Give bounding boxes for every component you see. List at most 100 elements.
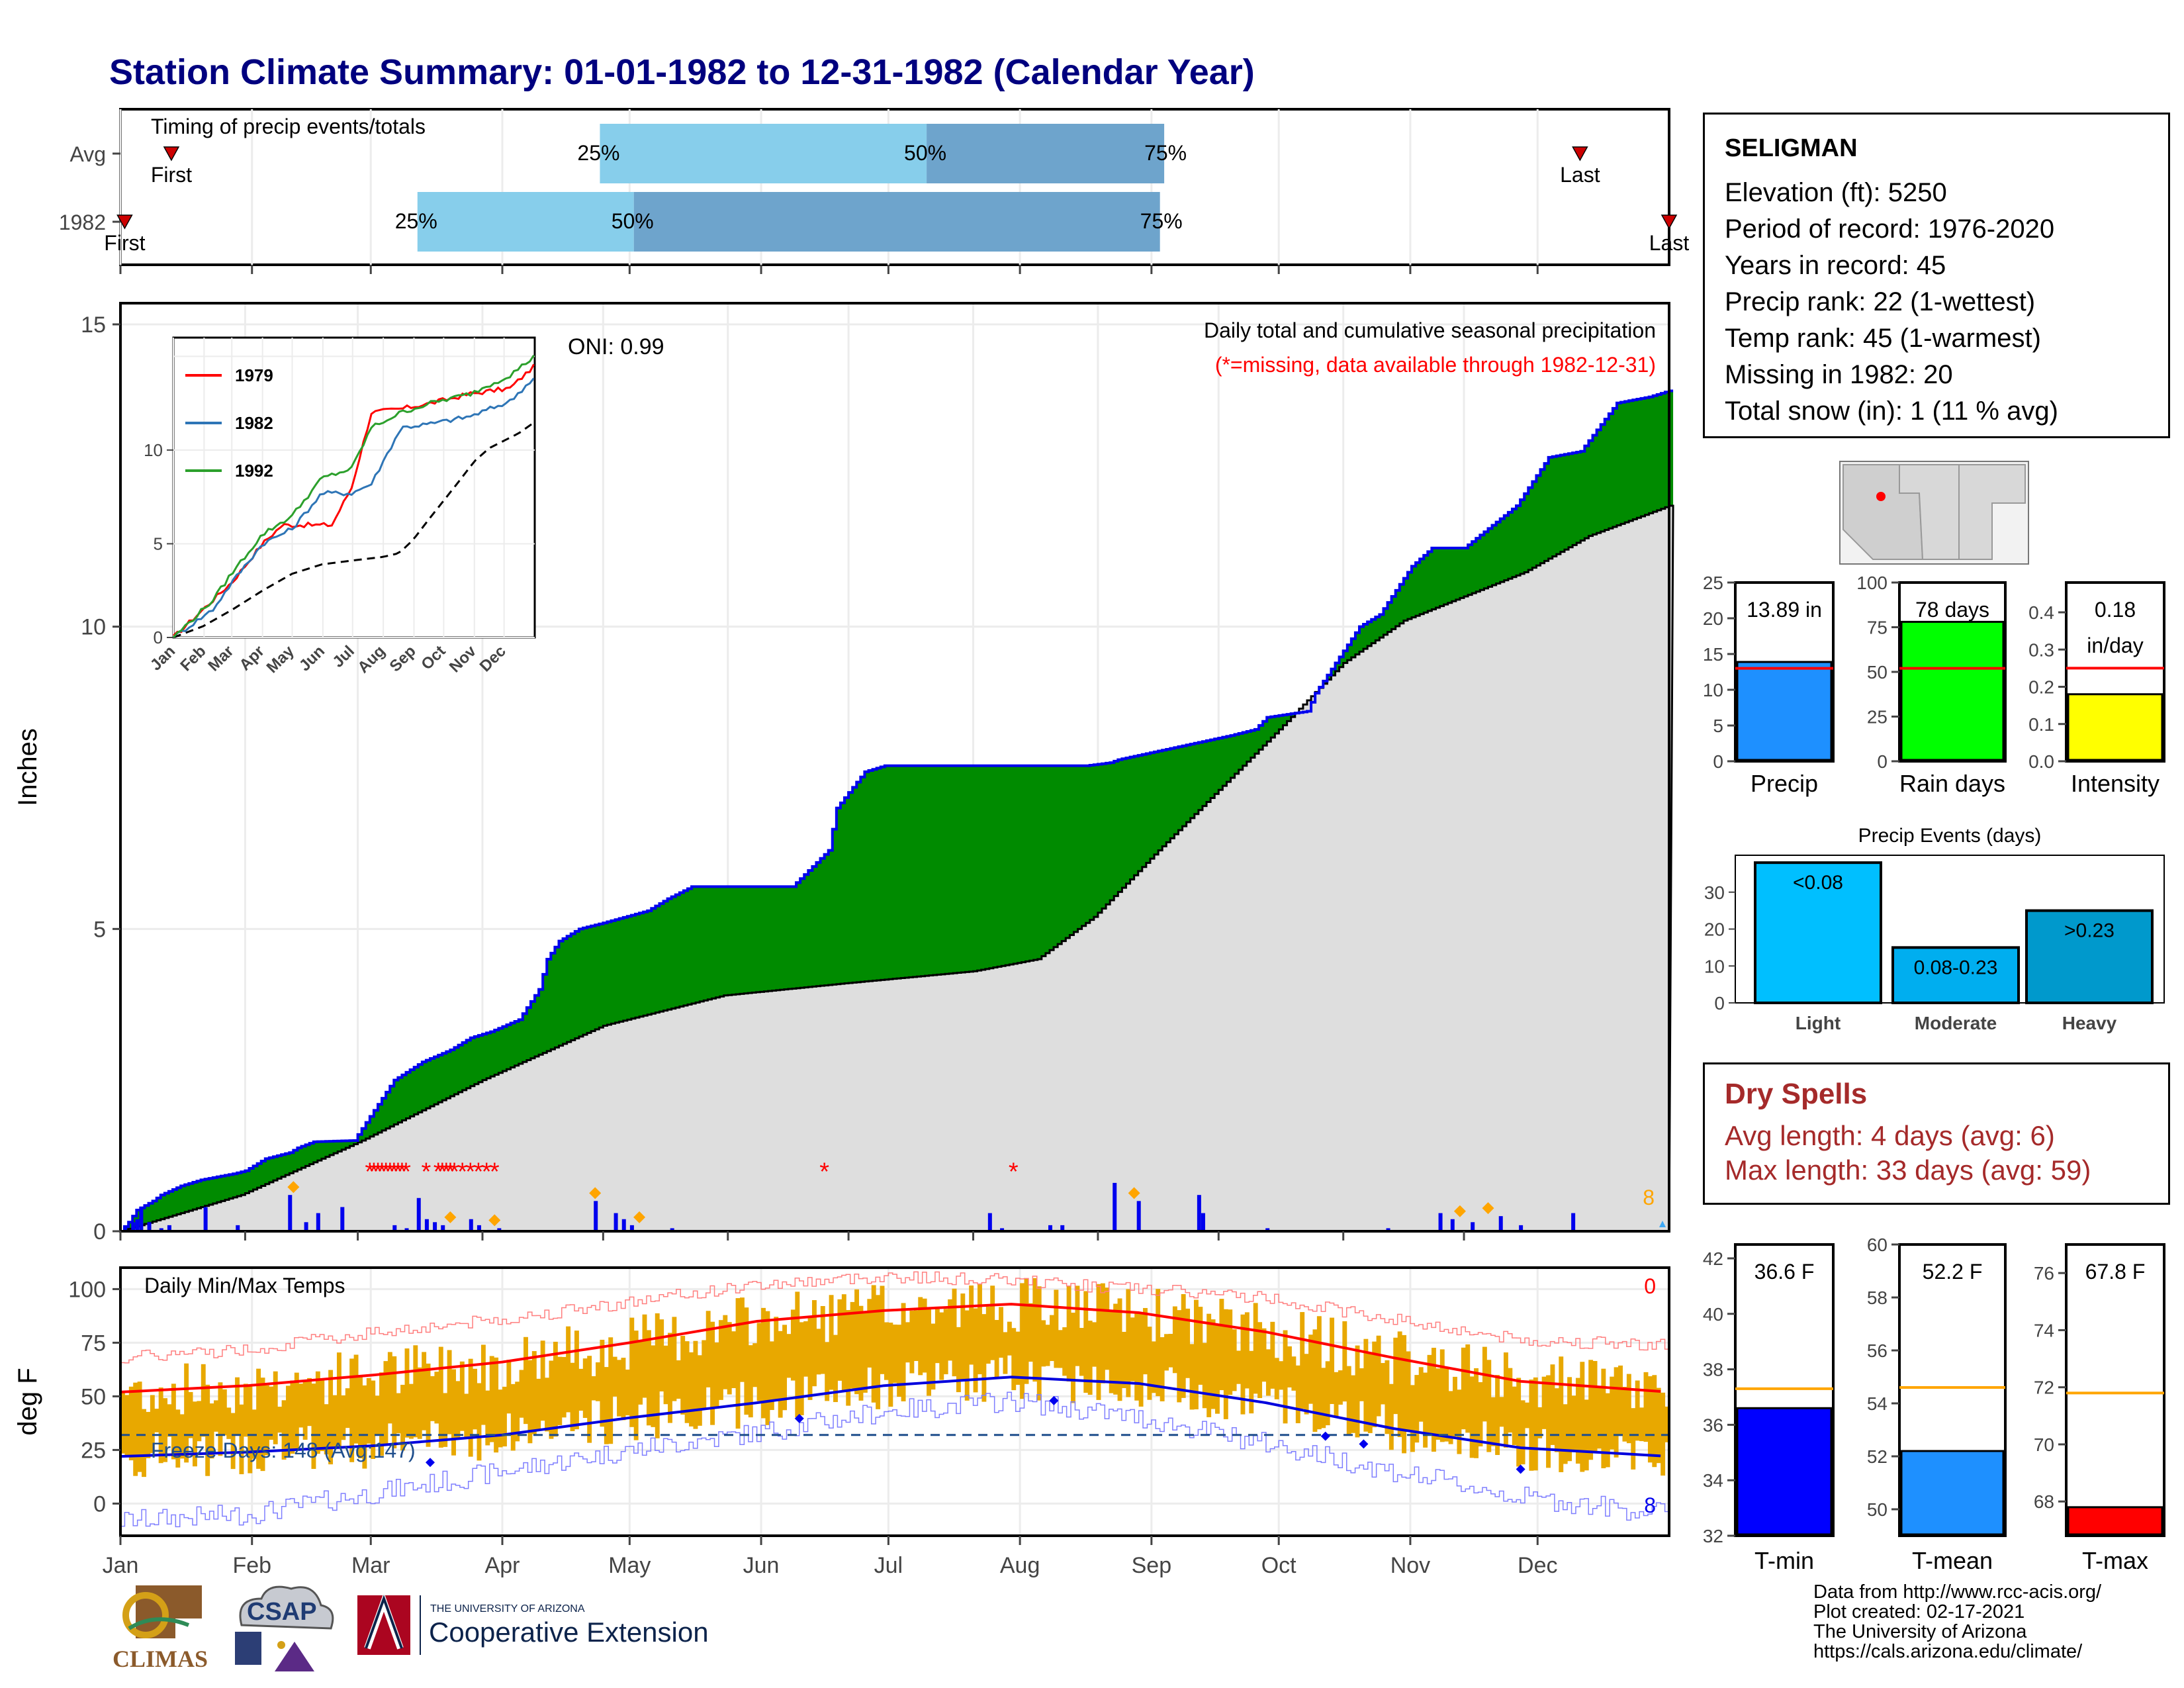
dry-spells-avg: Avg length: 4 days (avg: 6)	[1725, 1120, 2055, 1151]
precip-frame	[119, 302, 1670, 1233]
precip_total-y-tick-label: 15	[1703, 644, 1723, 665]
temp-daily-bar	[498, 1389, 503, 1448]
temp-daily-bar	[1465, 1344, 1471, 1433]
temp-daily-bar	[1359, 1368, 1364, 1401]
temp-title: Daily Min/Max Temps	[144, 1274, 345, 1297]
temp-daily-bar	[366, 1378, 371, 1444]
temp-daily-bar	[1457, 1389, 1462, 1454]
timing-p75-label: 75%	[1140, 209, 1183, 233]
precip-daily-bar	[1000, 1228, 1005, 1231]
temp-daily-bar	[1567, 1377, 1572, 1462]
temp-daily-bar	[578, 1368, 584, 1411]
temp-daily-bar	[927, 1307, 931, 1396]
precip-event-marker	[1482, 1202, 1494, 1215]
temp-daily-bar	[171, 1383, 176, 1460]
temp-daily-bar	[672, 1317, 677, 1401]
temp-daily-bar	[799, 1322, 804, 1415]
tmean-panel: 50 52 54 56 58 60 52.2 F T-mean	[1867, 1235, 2007, 1574]
credit-plot-created: Plot created: 02-17-2021	[1813, 1601, 2025, 1622]
temp-daily-bar	[1198, 1307, 1203, 1385]
temp-daily-bar	[1036, 1286, 1042, 1401]
tmax-y-tick-label: 74	[2034, 1320, 2054, 1340]
temp-daily-bar	[1054, 1289, 1059, 1368]
timing-last-label: Last	[1560, 163, 1600, 187]
temp-daily-bar	[1597, 1387, 1602, 1449]
temp-daily-bar	[422, 1352, 427, 1430]
temp-daily-bar	[1363, 1338, 1369, 1432]
precip-daily-bar	[469, 1219, 473, 1231]
precip-missing-star: *	[373, 1158, 383, 1186]
temp-daily-bar	[426, 1363, 431, 1447]
intensity-bar	[2067, 693, 2163, 761]
temp-daily-bar	[854, 1289, 860, 1395]
tmean-y-tick-label: 60	[1867, 1235, 1888, 1255]
ua-big-text: Cooperative Extension	[429, 1617, 709, 1648]
tmax-y-tick-label: 68	[2034, 1491, 2054, 1512]
temp-daily-bar	[1249, 1350, 1254, 1414]
temp-x-tick-label: Jul	[874, 1553, 903, 1578]
temp-x-tick-label: Mar	[351, 1553, 390, 1578]
temp-daily-bar	[570, 1362, 575, 1432]
temp-daily-bar	[803, 1321, 809, 1377]
temp-daily-bar	[417, 1367, 422, 1439]
precip_total-bar	[1736, 661, 1833, 761]
precip-y-tick-label: 15	[81, 312, 106, 338]
temp-daily-bar	[1554, 1388, 1559, 1452]
temp-daily-bar	[549, 1360, 554, 1439]
precip-event-marker	[444, 1211, 457, 1223]
temp-daily-bar	[1020, 1283, 1025, 1399]
temp-daily-bar	[158, 1387, 163, 1464]
tmean-y-tick-label: 58	[1867, 1288, 1888, 1308]
precip-missing-star: *	[385, 1158, 395, 1186]
temp-daily-bar	[1193, 1299, 1199, 1410]
temp-daily-bar	[209, 1403, 214, 1459]
temp-daily-bar	[1007, 1321, 1012, 1356]
temp-avg-min-line	[120, 1376, 1661, 1458]
credits: Data from http://www.rcc-acis.org/ Plot …	[1813, 1582, 2101, 1662]
precip-daily-bar	[1498, 1216, 1503, 1231]
temp-daily-bar	[400, 1384, 406, 1451]
temp-daily-bar	[1147, 1327, 1152, 1400]
temp-daily-bar	[651, 1345, 656, 1427]
temp-daily-bar	[1087, 1321, 1093, 1395]
temp-daily-bar	[1032, 1278, 1038, 1382]
temp-daily-bar	[1367, 1353, 1373, 1433]
tmax-value-label: 67.8 F	[2085, 1260, 2146, 1284]
temp-daily-bar	[740, 1297, 745, 1382]
rain_days-y-tick-label: 0	[1877, 751, 1888, 772]
temp-daily-bar	[1482, 1346, 1487, 1422]
temp-daily-bar	[858, 1305, 864, 1401]
tmax-y-tick-label: 76	[2034, 1263, 2054, 1284]
temp-y-tick-label: 75	[81, 1331, 106, 1356]
temp-daily-bar	[862, 1313, 868, 1393]
temp-daily-bar	[142, 1409, 146, 1477]
csap-text: CSAP	[247, 1598, 317, 1626]
temp-daily-bar	[710, 1321, 715, 1425]
temp-daily-bar	[1656, 1387, 1661, 1464]
tmax-y-tick-label: 70	[2034, 1434, 2054, 1455]
temp-daily-bar	[328, 1370, 334, 1465]
temp-daily-bar	[1478, 1382, 1483, 1447]
temp-daily-bar	[1618, 1365, 1623, 1436]
temp-daily-bar	[281, 1400, 287, 1460]
temp-daily-bar	[587, 1356, 592, 1443]
timing-title: Timing of precip events/totals	[151, 115, 426, 138]
temp-daily-bar	[1117, 1298, 1122, 1401]
temp-daily-bar	[485, 1390, 490, 1446]
temp-daily-bar	[286, 1385, 291, 1456]
temp-daily-bar	[1427, 1354, 1432, 1434]
precip-daily-bar	[135, 1219, 140, 1231]
temp-daily-bar	[311, 1383, 316, 1470]
temp-corner-bottom: 8	[1644, 1493, 1656, 1517]
temp-daily-bar	[731, 1331, 737, 1388]
inset-legend-label: 1979	[235, 365, 273, 385]
temp-daily-bar	[269, 1386, 274, 1440]
temp-daily-bar	[786, 1334, 792, 1378]
temp-daily-bar	[612, 1356, 617, 1397]
precip-daily-bar	[1571, 1213, 1576, 1231]
precip-event-marker	[633, 1211, 646, 1223]
precip-event-marker	[1128, 1187, 1140, 1199]
station-info-panel: SELIGMAN Elevation (ft): 5250 Period of …	[1703, 113, 2170, 438]
temp-daily-bar	[756, 1323, 762, 1401]
